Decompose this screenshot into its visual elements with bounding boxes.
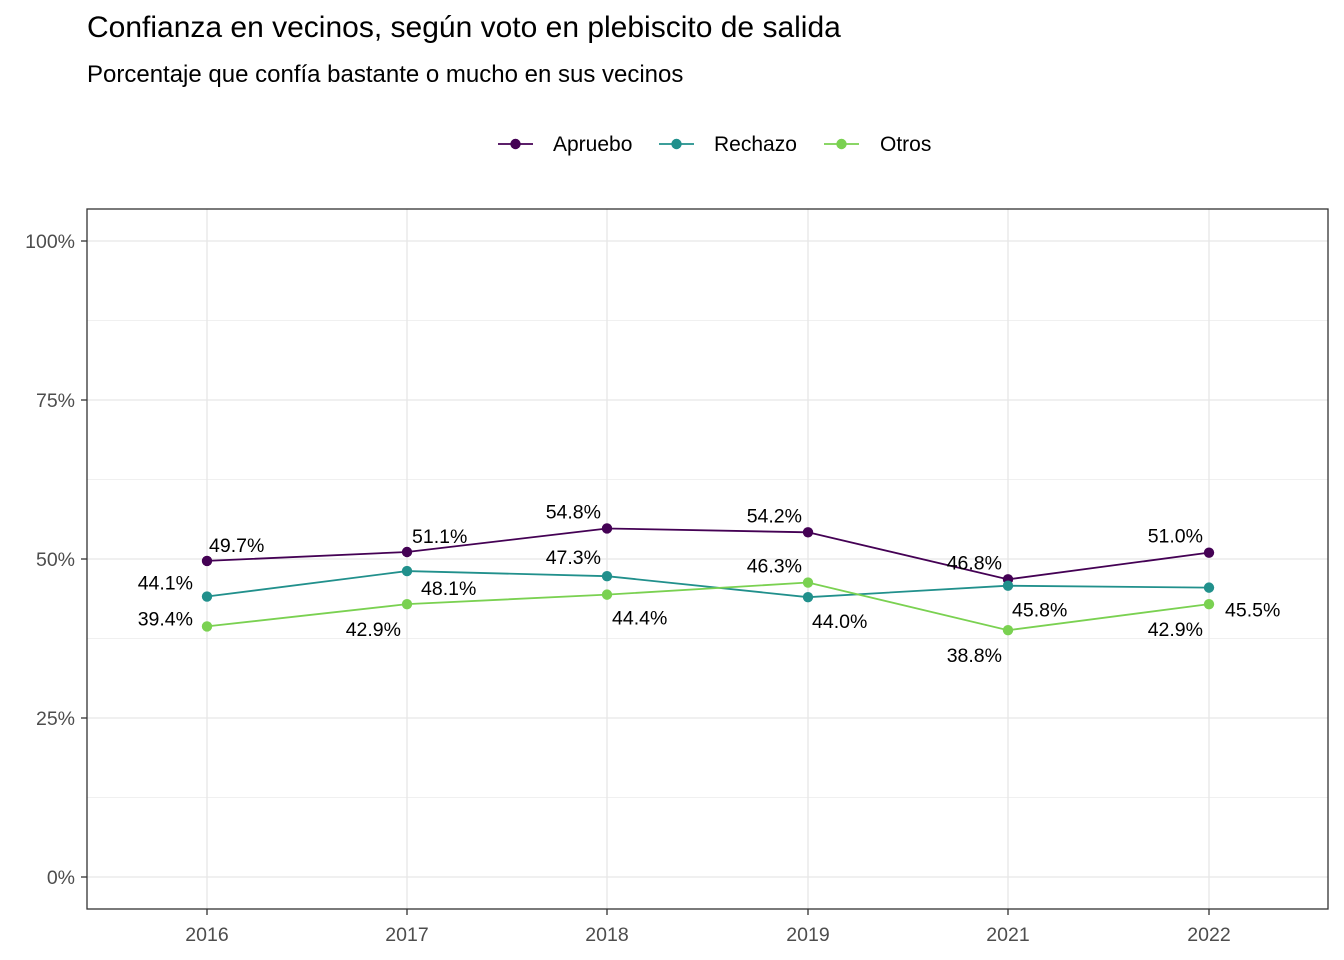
legend-label: Apruebo <box>553 133 632 156</box>
data-point-rechazo <box>601 570 613 582</box>
data-label: 42.9% <box>346 619 401 641</box>
x-tick-label: 2022 <box>1187 924 1230 946</box>
x-tick-label: 2017 <box>385 924 428 946</box>
data-label: 46.8% <box>947 552 1002 574</box>
data-point-otros <box>201 621 213 632</box>
data-label: 49.7% <box>209 535 264 557</box>
data-label: 54.2% <box>747 505 802 527</box>
data-point-apruebo <box>601 523 613 534</box>
data-point-apruebo <box>1203 547 1215 558</box>
data-label: 45.8% <box>1012 600 1067 622</box>
x-tick-label: 2016 <box>185 924 228 946</box>
data-label: 46.3% <box>747 556 802 578</box>
data-point-rechazo <box>201 591 213 602</box>
legend-key-point <box>671 138 682 150</box>
data-label: 44.0% <box>812 611 867 633</box>
data-point-rechazo <box>1002 580 1014 591</box>
legend-label: Rechazo <box>714 133 797 156</box>
x-tick-label: 2019 <box>786 924 829 946</box>
chart-subtitle: Porcentaje que confía bastante o mucho e… <box>87 61 684 88</box>
y-tick-label: 50% <box>36 549 75 571</box>
data-label: 45.5% <box>1225 600 1280 622</box>
data-point-rechazo <box>1203 582 1215 593</box>
series-line-apruebo <box>206 527 1210 581</box>
data-point-otros <box>802 577 814 588</box>
data-label: 44.4% <box>612 608 667 630</box>
y-tick-label: 100% <box>25 231 75 253</box>
series-line-otros <box>206 581 1210 632</box>
data-label: 42.9% <box>1148 619 1203 641</box>
x-tick-label: 2018 <box>585 924 628 946</box>
legend-key-point <box>510 138 521 150</box>
data-label: 51.1% <box>412 526 467 548</box>
data-label: 38.8% <box>947 645 1002 667</box>
data-label: 47.3% <box>546 547 601 569</box>
data-label: 51.0% <box>1148 526 1203 548</box>
data-label: 44.1% <box>138 573 193 595</box>
y-tick-label: 25% <box>36 708 75 730</box>
data-label: 39.4% <box>138 608 193 630</box>
data-point-rechazo <box>401 565 413 577</box>
data-point-rechazo <box>802 591 814 603</box>
y-tick-label: 75% <box>36 390 75 412</box>
chart-title: Confianza en vecinos, según voto en pleb… <box>87 11 841 44</box>
data-point-apruebo <box>802 527 814 538</box>
data-point-otros <box>401 598 413 610</box>
data-point-otros <box>1002 625 1014 636</box>
x-tick-label: 2021 <box>986 924 1029 946</box>
data-label: 48.1% <box>421 578 476 600</box>
data-point-apruebo <box>401 546 413 558</box>
data-point-otros <box>1203 598 1215 610</box>
y-tick-label: 0% <box>47 867 75 889</box>
data-label: 54.8% <box>546 501 601 523</box>
legend-label: Otros <box>880 133 931 156</box>
legend-key-point <box>836 138 847 150</box>
series-line-rechazo <box>206 570 1210 599</box>
data-point-otros <box>601 589 613 600</box>
data-point-apruebo <box>201 555 213 567</box>
